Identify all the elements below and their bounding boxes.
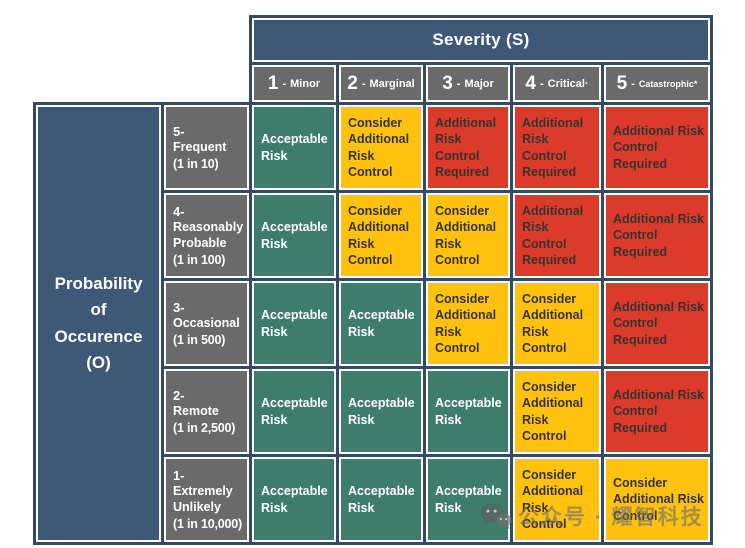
matrix-cell: Additional Risk Control Required bbox=[513, 105, 601, 190]
row-header-occasional: 3- Occasional (1 in 500) bbox=[164, 281, 249, 366]
matrix-cell: Consider Additional Risk Control bbox=[426, 193, 510, 278]
col-header-catastrophic: 5 - Catastrophic* bbox=[604, 65, 710, 102]
col-header-label: Major bbox=[464, 77, 494, 90]
row-header-label: Extremely Unlikely bbox=[173, 484, 233, 514]
row-header-rate: (1 in 10,000) bbox=[173, 516, 242, 531]
matrix-cell: Acceptable Risk bbox=[339, 369, 423, 454]
row-header-number: 4- bbox=[173, 204, 185, 220]
col-header-critical: 4 - Critical· bbox=[513, 65, 601, 102]
row-header-label: Reasonably Probable bbox=[173, 220, 244, 250]
matrix-cell: Acceptable Risk bbox=[252, 105, 336, 190]
col-header-separator: - bbox=[282, 77, 287, 90]
col-header-separator: - bbox=[539, 77, 544, 90]
matrix-cell: Additional Risk Control Required bbox=[426, 105, 510, 190]
row-header-number: 3- bbox=[173, 299, 185, 315]
matrix-cell: Consider Additional Risk Control bbox=[513, 281, 601, 366]
matrix-cell: Acceptable Risk bbox=[339, 457, 423, 542]
col-header-marginal: 2 - Marginal bbox=[339, 65, 423, 102]
col-header-major: 3 - Major bbox=[426, 65, 510, 102]
matrix-cell: Consider Additional Risk Control bbox=[426, 281, 510, 366]
col-header-number: 2 bbox=[347, 72, 358, 94]
row-header-rate: (1 in 500) bbox=[173, 332, 226, 347]
matrix-cell: Consider Additional Risk Control bbox=[513, 369, 601, 454]
row-header-remote: 2- Remote (1 in 2,500) bbox=[164, 369, 249, 454]
row-header-number: 1- bbox=[173, 468, 185, 484]
col-header-separator: - bbox=[361, 77, 366, 90]
row-header-rate: (1 in 2,500) bbox=[173, 420, 236, 435]
matrix-cell: Acceptable Risk bbox=[252, 193, 336, 278]
col-header-label: Catastrophic* bbox=[638, 78, 698, 89]
row-header-number: 2- bbox=[173, 387, 185, 403]
matrix-cell: Additional Risk Control Required bbox=[604, 281, 710, 366]
row-header-frequent: 5- Frequent (1 in 10) bbox=[164, 105, 249, 190]
severity-axis-title: Severity (S) bbox=[252, 18, 710, 62]
col-header-separator: - bbox=[631, 77, 635, 90]
matrix-cell: Consider Additional Risk Control bbox=[513, 457, 601, 542]
matrix-cell: Additional Risk Control Required bbox=[604, 369, 710, 454]
col-header-number: 4 bbox=[525, 72, 536, 94]
matrix-cell: Acceptable Risk bbox=[339, 281, 423, 366]
matrix-cell: Consider Additional Risk Control bbox=[339, 105, 423, 190]
matrix-cell: Additional Risk Control Required bbox=[604, 193, 710, 278]
row-header-rate: (1 in 100) bbox=[173, 252, 226, 267]
matrix-cell: Additional Risk Control Required bbox=[513, 193, 601, 278]
row-header-rate: (1 in 10) bbox=[173, 156, 219, 171]
matrix-cell: Consider Additional Risk Control bbox=[604, 457, 710, 542]
matrix-cell: Acceptable Risk bbox=[252, 369, 336, 454]
col-header-label: Minor bbox=[290, 77, 321, 90]
probability-axis-title: Probability of Occurence (O) bbox=[36, 105, 161, 542]
row-header-extremely-unlikely: 1- Extremely Unlikely (1 in 10,000) bbox=[164, 457, 249, 542]
matrix-cell: Acceptable Risk bbox=[426, 457, 510, 542]
col-header-minor: 1 - Minor bbox=[252, 65, 336, 102]
col-header-number: 1 bbox=[267, 72, 279, 94]
row-header-label: Frequent bbox=[173, 140, 227, 155]
col-header-label: Marginal bbox=[369, 77, 415, 90]
matrix-cell: Acceptable Risk bbox=[252, 457, 336, 542]
col-header-label: Critical· bbox=[547, 77, 589, 90]
col-header-separator: - bbox=[456, 77, 461, 90]
row-header-label: Occasional bbox=[173, 316, 240, 331]
row-header-reasonably-probable: 4- Reasonably Probable (1 in 100) bbox=[164, 193, 249, 278]
col-header-number: 5 bbox=[616, 72, 628, 94]
row-header-label: Remote bbox=[173, 404, 219, 419]
matrix-cell: Acceptable Risk bbox=[426, 369, 510, 454]
matrix-cell: Consider Additional Risk Control bbox=[339, 193, 423, 278]
matrix-cell: Acceptable Risk bbox=[252, 281, 336, 366]
risk-matrix: Severity (S) 1 - Minor 2 - Marginal 3 - … bbox=[36, 18, 710, 542]
col-header-number: 3 bbox=[442, 72, 453, 94]
row-header-number: 5- bbox=[173, 123, 185, 139]
matrix-cell: Additional Risk Control Required bbox=[604, 105, 710, 190]
